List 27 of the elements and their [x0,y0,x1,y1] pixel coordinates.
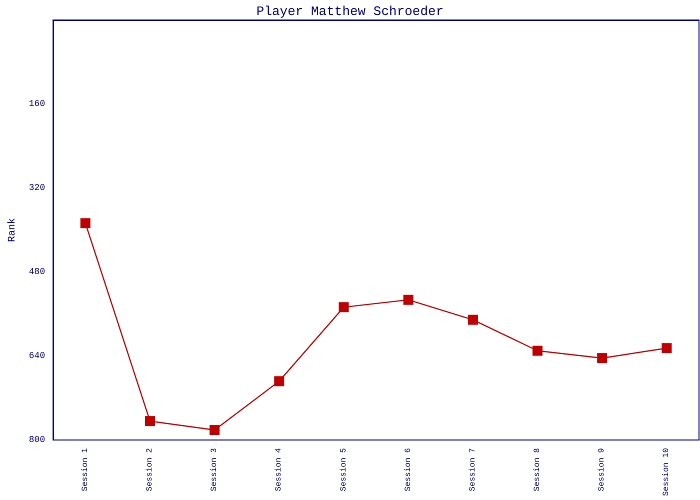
x-tick-label: Session 1 [80,448,90,492]
x-tick-label: Session 9 [598,448,607,492]
point [403,294,414,305]
point [338,302,349,312]
point [80,218,90,228]
y-tick-label: 800 [28,435,46,445]
y-axis-title: Rank [6,218,18,242]
x-tick-label: Session 5 [339,448,348,492]
point [210,425,220,436]
y-tick-label: 320 [28,183,46,193]
point [597,353,608,364]
x-tick-label: Session 7 [468,448,478,492]
x-tick-label: Session 4 [274,448,284,492]
point [662,343,672,354]
point [532,346,543,356]
y-tick-label: 640 [28,351,46,361]
x-tick-label: Session 8 [533,448,542,492]
x-tick-label: Session 6 [404,448,413,492]
chart-title: Player Matthew Schroeder [256,4,444,19]
point [468,314,478,325]
y-tick-label: 160 [28,99,46,109]
point [274,376,284,386]
y-tick-label: 480 [28,267,46,277]
x-tick-label: Session 2 [145,448,154,492]
x-tick-label: Session 10 [662,448,672,496]
x-tick-label: Session 3 [210,448,220,492]
point [144,416,155,426]
